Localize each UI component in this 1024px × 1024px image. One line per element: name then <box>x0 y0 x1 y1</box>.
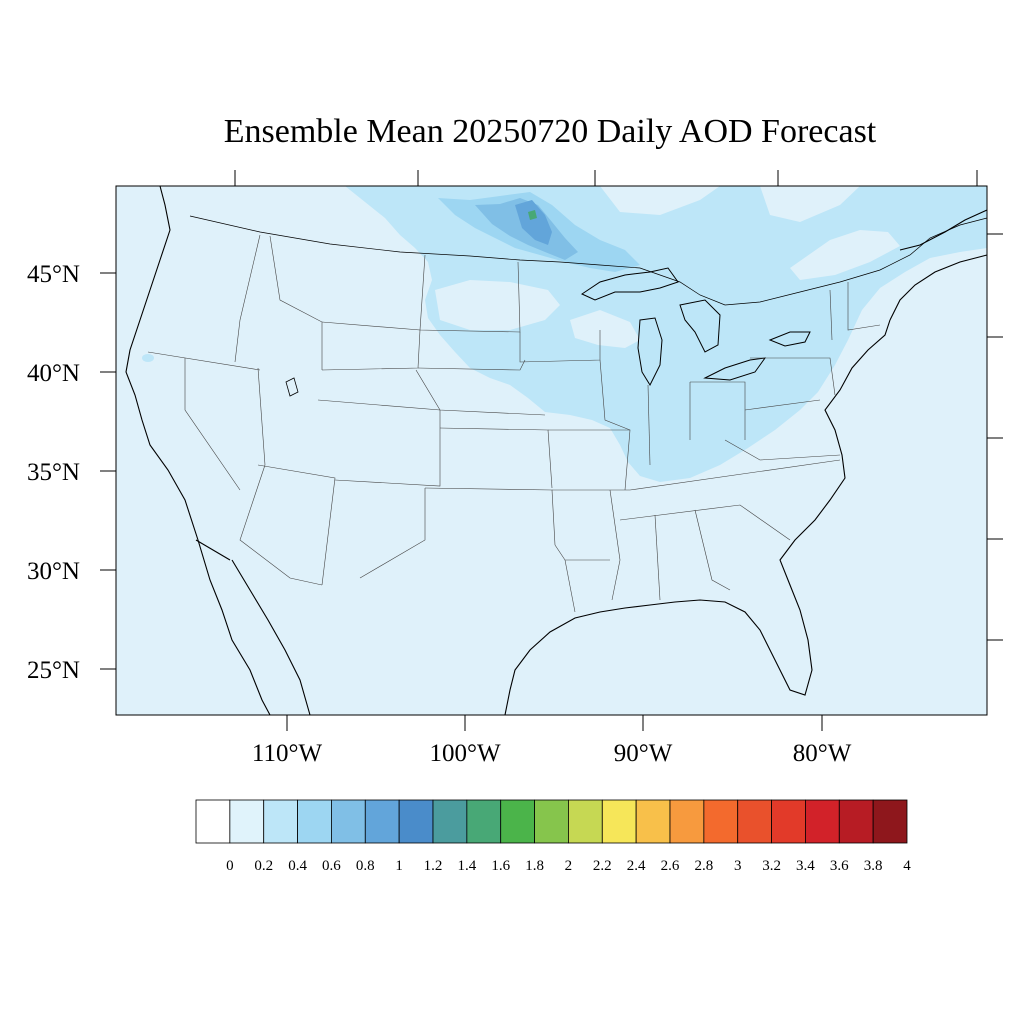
colorbar-swatch <box>601 799 637 844</box>
colorbar-tick-label: 2.2 <box>593 858 612 874</box>
colorbar-swatch <box>297 799 332 844</box>
great-salt-lake <box>285 377 299 397</box>
colorbar-tick-label: 2.4 <box>627 858 646 874</box>
colorbar-swatch <box>398 799 434 844</box>
colorbar-swatch <box>466 799 502 844</box>
colorbar-tick-label: 1.6 <box>491 858 510 874</box>
lake-ontario <box>768 331 811 347</box>
colorbar-labels: 0 0.2 0.4 0.6 0.8 1 1.2 1.4 1.6 1.8 2 2.2 2.4 2.6 2.8 3… <box>226 858 911 874</box>
colorbar-swatch <box>568 799 603 844</box>
coastline-northeast <box>889 254 988 321</box>
colorbar-tick-label: 1 <box>395 858 403 874</box>
aod-gap-northeast <box>790 230 900 280</box>
colorbar-tick-label: 1.2 <box>424 858 443 874</box>
colorbar-swatch <box>737 799 772 844</box>
figure-title: Ensemble Mean 20250720 Daily AOD Forecas… <box>224 113 877 150</box>
colorbar-tick-label: 0 <box>226 858 234 874</box>
lat-label-25: 25°N <box>27 657 80 684</box>
colorbar-swatch <box>432 799 468 844</box>
colorbar-swatch <box>805 799 840 844</box>
colorbar-tick-label: 2.8 <box>694 858 713 874</box>
aod-gap-ontario <box>760 186 860 222</box>
colorbar-swatch <box>500 799 535 844</box>
colorbar-tick-label: 3.2 <box>762 858 781 874</box>
colorbar-swatch <box>872 799 908 844</box>
aod-gap-wisconsin <box>570 310 640 348</box>
colorbar-tick-label: 4 <box>903 858 911 874</box>
aod-plume-0.8 <box>515 200 552 245</box>
longitude-labels: 110°W 100°W 90°W 80°W <box>252 740 852 767</box>
colorbar <box>195 799 908 844</box>
axis-ticks <box>100 170 1003 731</box>
coastline-mexico <box>195 539 231 561</box>
map-frame <box>115 185 988 716</box>
colorbar-swatch <box>331 799 366 844</box>
coastline-canada-maritime <box>899 209 988 251</box>
coastline-gulf <box>504 319 891 716</box>
colorbar-tick-label: 3.6 <box>830 858 849 874</box>
colorbar-tick-label: 0.6 <box>322 858 341 874</box>
state-borders <box>147 234 881 613</box>
colorbar-tick-label: 0.4 <box>288 858 307 874</box>
lat-label-45: 45°N <box>27 261 80 288</box>
lon-label-90: 90°W <box>614 740 673 767</box>
colorbar-tick-label: 0.2 <box>254 858 273 874</box>
latitude-labels: 45°N 40°N 35°N 30°N 25°N <box>27 261 80 684</box>
colorbar-swatch <box>263 799 298 844</box>
map-panel <box>115 185 988 716</box>
colorbar-tick-label: 1.4 <box>457 858 476 874</box>
lon-label-80: 80°W <box>793 740 852 767</box>
colorbar-swatch <box>364 799 400 844</box>
lake-huron <box>679 299 721 353</box>
colorbar-tick-label: 1.8 <box>525 858 544 874</box>
lake-michigan <box>637 317 663 387</box>
aod-gap-south-dakota <box>435 280 560 330</box>
lon-label-100: 100°W <box>429 740 500 767</box>
lat-label-30: 30°N <box>27 558 80 585</box>
colorbar-tick-label: 3.4 <box>796 858 815 874</box>
colorbar-swatch <box>669 799 705 844</box>
aod-spot-california <box>142 354 154 362</box>
colorbar-swatch <box>229 799 265 844</box>
lat-label-40: 40°N <box>27 360 80 387</box>
aod-gap-canada-north <box>600 186 720 215</box>
lake-superior <box>580 267 679 301</box>
lon-label-110: 110°W <box>252 740 323 767</box>
lat-label-35: 35°N <box>27 459 80 486</box>
aod-max-spot <box>528 210 537 220</box>
colorbar-tick-label: 2 <box>565 858 573 874</box>
colorbar-tick-label: 0.8 <box>356 858 375 874</box>
colorbar-tick-label: 2.6 <box>661 858 680 874</box>
colorbar-swatch <box>838 799 874 844</box>
colorbar-tick-label: 3 <box>734 858 742 874</box>
colorbar-swatch <box>635 799 671 844</box>
coastline-west <box>125 185 271 716</box>
colorbar-tick-label: 3.8 <box>864 858 883 874</box>
coastline-gulf-california <box>231 559 311 716</box>
colorbar-swatch <box>534 799 569 844</box>
canada-border <box>189 215 988 306</box>
colorbar-swatch <box>771 799 806 844</box>
colorbar-swatch <box>703 799 739 844</box>
colorbar-swatch <box>195 799 231 844</box>
